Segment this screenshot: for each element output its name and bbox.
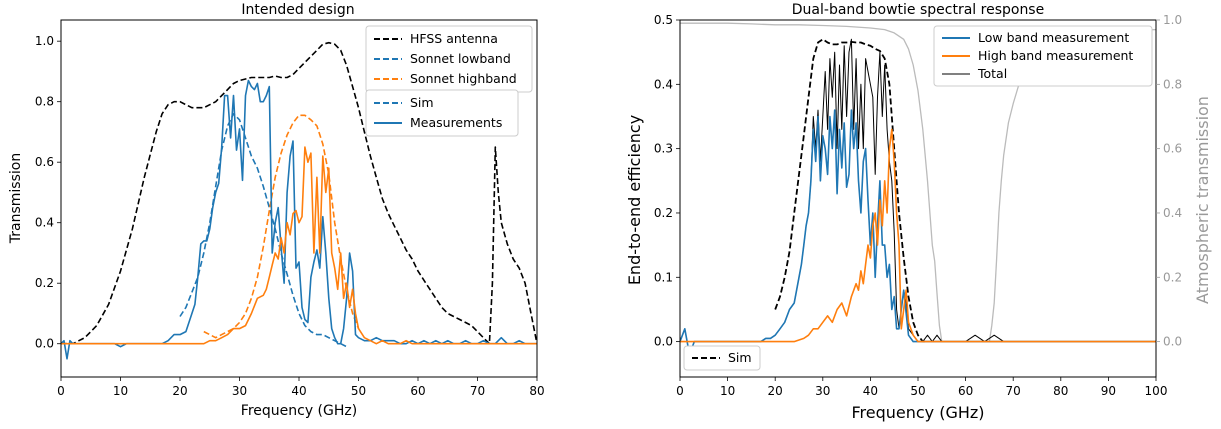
x-tick-label: 90 [1101, 384, 1116, 398]
y2-tick-label: 1.0 [1163, 13, 1182, 27]
y-tick-label: 0.0 [654, 335, 673, 349]
x-tick-label: 40 [291, 384, 306, 398]
x-tick-label: 0 [57, 384, 65, 398]
y-tick-label: 0.3 [654, 142, 673, 156]
y2-tick-label: 0.2 [1163, 270, 1182, 284]
x-tick-label: 30 [232, 384, 247, 398]
y-tick-label: 0.1 [654, 270, 673, 284]
x-tick-label: 0 [676, 384, 684, 398]
chart-intended-design: Intended design 0 10 20 30 40 50 60 70 80 0.0 0.2 0… [8, 2, 545, 419]
y2-axis-title: Atmospheric transmission [1193, 96, 1212, 304]
series-line-sonnet-lowband [179, 113, 347, 348]
legend-label-total: Total [977, 66, 1007, 81]
x-tick-label: 60 [410, 384, 425, 398]
x-tick-label: 80 [1053, 384, 1068, 398]
x-axis-title: Frequency (GHz) [241, 403, 357, 419]
y-tick-label: 1.0 [35, 34, 54, 48]
y-tick-label: 0.4 [654, 77, 673, 91]
y-axis-title: Transmission [8, 153, 24, 244]
y-tick-label: 0.5 [654, 13, 673, 27]
x-tick-label: 50 [351, 384, 366, 398]
x-tick-label: 10 [113, 384, 128, 398]
legend-label-high-band-measurement: High band measurement [978, 48, 1133, 63]
legend-label-measurements: Measurements [410, 115, 502, 130]
x-tick-label: 20 [172, 384, 187, 398]
y-tick-label: 0.0 [35, 337, 54, 351]
chart-dual-band-bowtie: Dual-band bowtie spectral response 0 10 20… [625, 2, 1212, 422]
series-line-total [680, 38, 1156, 355]
x-tick-label: 40 [863, 384, 878, 398]
x-tick-label: 60 [958, 384, 973, 398]
legend: Low band measurement High band measuremen… [933, 25, 1153, 87]
y-tick-label: 0.2 [654, 206, 673, 220]
legend-label-sonnet-highband: Sonnet highband [410, 71, 517, 86]
legend-label-hfss-antenna: HFSS antenna [410, 31, 498, 46]
chart-title: Dual-band bowtie spectral response [792, 2, 1044, 18]
y-tick-label: 0.4 [35, 216, 54, 230]
series-line-high-band-measurement [680, 128, 1156, 343]
y-tick-label: 0.6 [35, 155, 54, 169]
legend-label-low-band-measurement: Low band measurement [978, 30, 1129, 45]
legend: Sim Measurements [365, 89, 519, 137]
series-line-high-band-measurement [61, 146, 537, 345]
legend: HFSS antenna Sonnet lowband Sonnet highban… [365, 25, 533, 93]
x-tick-label: 10 [720, 384, 735, 398]
y2-tick-label: 0.6 [1163, 142, 1182, 156]
y-tick-label: 0.8 [35, 95, 54, 109]
y-axis-title: End-to-end efficiency [625, 115, 644, 285]
series-line-sonnet-highband [203, 114, 360, 339]
x-tick-label: 80 [529, 384, 544, 398]
x-tick-label: 50 [910, 384, 925, 398]
x-tick-label: 30 [815, 384, 830, 398]
x-tick-label: 70 [470, 384, 485, 398]
y2-tick-label: 0.0 [1163, 335, 1182, 349]
legend-frame [365, 89, 519, 137]
legend-label-sonnet-lowband: Sonnet lowband [410, 51, 511, 66]
chart-title: Intended design [241, 2, 354, 18]
y2-tick-label: 0.4 [1163, 206, 1182, 220]
x-tick-label: 100 [1145, 384, 1168, 398]
legend-label-sim: Sim [410, 95, 434, 110]
x-tick-label: 20 [768, 384, 783, 398]
legend-label-sim: Sim [728, 350, 752, 365]
x-axis-title: Frequency (GHz) [851, 403, 984, 422]
x-tick-label: 70 [1006, 384, 1021, 398]
y-tick-label: 0.2 [35, 276, 54, 290]
legend-frame [933, 25, 1153, 87]
legend-frame [683, 345, 761, 371]
y2-tick-label: 0.8 [1163, 77, 1182, 91]
legend: Sim [683, 345, 761, 371]
series-line-hfss-antenna [61, 41, 537, 345]
series-line-low-band-measurement [680, 109, 1156, 356]
